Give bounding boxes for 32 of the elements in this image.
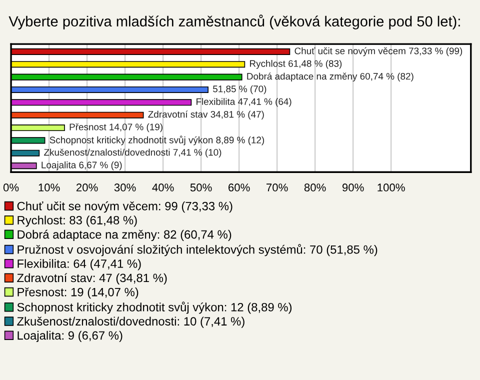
- legend-label: Zkušenost/znalosti/dovednosti: 10 (7,41 %): [17, 316, 244, 328]
- data-label: Loajalita 6,67 % (9): [42, 161, 122, 170]
- x-tick-label: 30%: [114, 184, 136, 192]
- chart-title: Vyberte pozitiva mladších zaměstnanců (věková kategorie pod 50 let):: [8, 14, 460, 30]
- data-label: Chuť učit se novým věcem 73,33 % (99): [294, 47, 462, 56]
- data-label: Schopnost kriticky zhodnotit svůj výkon 8,89 % (12): [50, 136, 264, 146]
- x-tick-label: 100%: [378, 184, 405, 192]
- legend-label: Rychlost: 83 (61,48 %): [18, 216, 137, 227]
- x-tick-label: 80%: [304, 184, 326, 192]
- legend-label: Flexibilita: 64 (47,41 %): [18, 259, 141, 270]
- data-label: Přesnost 14,07 % (19): [70, 123, 162, 132]
- x-tick-label: 90%: [342, 184, 364, 192]
- data-label: Dobrá adaptace na změny 60,74 % (82): [247, 72, 414, 82]
- data-label: Flexibilita 47,41 % (64): [196, 98, 292, 107]
- data-label: 51,85 % (70): [213, 85, 266, 94]
- x-tick-label: 10%: [38, 184, 60, 192]
- legend-label: Chuť učit se novým věcem: 99 (73,33 %): [17, 201, 232, 213]
- legend-label: Dobrá adaptace na změny: 82 (60,74 %): [18, 230, 232, 242]
- data-label: Zdravotní stav 34,81 % (47): [148, 110, 264, 120]
- x-tick-label: 0%: [3, 184, 19, 192]
- x-tick-label: 60%: [228, 184, 250, 192]
- legend-label: Loajalita: 9 (6,67 %): [18, 330, 122, 342]
- x-tick-label: 20%: [76, 184, 98, 192]
- legend-label: Zdravotní stav: 47 (34,81 %): [17, 273, 167, 285]
- x-tick-label: 70%: [266, 184, 288, 192]
- x-tick-label: 50%: [190, 184, 212, 192]
- legend-label: Přesnost: 19 (14,07 %): [18, 288, 138, 299]
- legend-label: Schopnost kriticky zhodnotit svůj výkon: 12 (8,89 %): [17, 302, 292, 314]
- data-label: Zkušenost/znalosti/dovednosti 7,41 % (10): [44, 148, 222, 158]
- legend-label: Pružnost v osvojování složitých intelektových systémů: 70 (51,85 %): [18, 244, 378, 256]
- x-tick-label: 40%: [152, 184, 174, 192]
- data-label: Rychlost 61,48 % (83): [250, 60, 342, 69]
